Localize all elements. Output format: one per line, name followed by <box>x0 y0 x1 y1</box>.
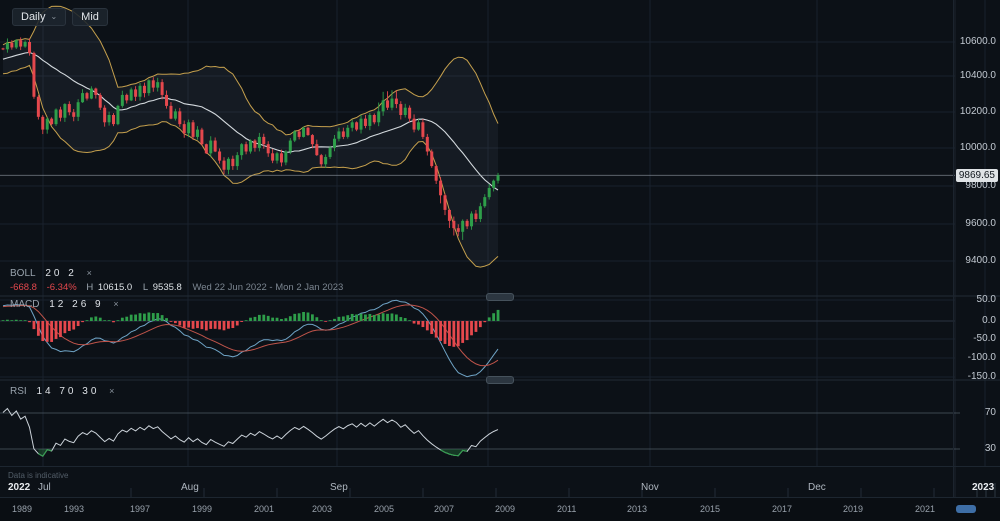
interval-label: Daily <box>21 11 46 23</box>
minimap-year-label: 1999 <box>192 504 213 514</box>
minimap-scrollbar[interactable]: 1989 1993 1997 1999 2001 2003 2005 2007 2009 2011… <box>0 497 1000 521</box>
boll-legend: BOLL 20 2 × -668.8 -6.34% H 10615.0 L 95… <box>10 266 343 295</box>
time-axis-label: Aug <box>181 482 199 493</box>
time-axis-label: Jul <box>38 482 51 493</box>
change-percent: -6.34% <box>46 282 77 293</box>
macd-label: MACD <box>10 299 40 310</box>
minimap-year-label: 2017 <box>772 504 793 514</box>
macd-axis-tick: -50.0 <box>973 333 996 344</box>
minimap-year-label: 2021 <box>915 504 936 514</box>
series-type-button[interactable]: Mid <box>72 8 108 26</box>
macd-histogram <box>1 309 500 347</box>
time-axis[interactable]: Data is indicative 2022 Jul Aug Sep Nov Dec 20… <box>0 466 1000 498</box>
macd-legend: MACD 12 26 9 × <box>10 297 119 312</box>
macd-signal-line <box>2 304 499 367</box>
boll-params: 20 2 <box>45 268 77 279</box>
minimap-year-label: 2011 <box>557 504 577 514</box>
interval-selector[interactable]: Daily ⌄ <box>12 8 67 26</box>
minimap-year-label: 2013 <box>627 504 648 514</box>
price-axis-tick: 9600.0 <box>965 218 996 229</box>
series-type-label: Mid <box>81 11 99 23</box>
minimap-year-label: 2005 <box>374 504 395 514</box>
price-axis-tick: 9800.0 <box>965 180 996 191</box>
minimap-year-label: 2003 <box>312 504 333 514</box>
price-axis-tick: 10600.0 <box>959 36 996 47</box>
price-axis-tick: 10000.0 <box>959 142 996 153</box>
price-axis-tick: 10200.0 <box>959 106 996 117</box>
rsi-legend: RSI 14 70 30 × <box>10 384 114 399</box>
scrollbar-thumb[interactable] <box>956 505 976 513</box>
change-value: -668.8 <box>10 282 37 293</box>
current-price-tag: 9869.65 <box>955 169 998 182</box>
rsi-axis-tick: 30 <box>984 443 996 454</box>
low-key: L <box>142 282 149 293</box>
minimap-year-label: 2009 <box>495 504 516 514</box>
boll-close-icon[interactable]: × <box>86 268 92 278</box>
minimap-year-label: 2015 <box>700 504 721 514</box>
rsi-pane <box>2 407 499 457</box>
high-key: H <box>86 282 94 293</box>
rsi-label: RSI <box>10 386 27 397</box>
time-axis-ticks <box>130 483 996 497</box>
macd-axis-tick: 50.0 <box>976 294 996 305</box>
time-axis-label: 2022 <box>8 482 31 493</box>
high-value: 10615.0 <box>97 282 133 293</box>
rsi-close-icon[interactable]: × <box>109 386 115 396</box>
macd-axis-tick: 0.0 <box>982 315 996 326</box>
minimap-year-label: 1997 <box>130 504 151 514</box>
price-axis-tick: 9400.0 <box>965 255 996 266</box>
macd-pane <box>2 299 499 378</box>
macd-axis-tick: -150.0 <box>967 371 996 382</box>
candlestick-series <box>1 37 500 240</box>
pane-divider-handle-macd[interactable] <box>486 293 514 301</box>
gridlines <box>0 0 1000 497</box>
minimap-year-label: 1993 <box>64 504 85 514</box>
time-axis-label: Nov <box>641 482 659 493</box>
time-axis-label: 2023 <box>972 482 995 493</box>
price-axis-tick: 10400.0 <box>959 70 996 81</box>
minimap-year-label: 1989 <box>12 504 33 514</box>
rsi-params: 14 70 30 <box>36 386 100 397</box>
data-indicative-note: Data is indicative <box>8 471 69 480</box>
date-range: Wed 22 Jun 2022 - Mon 2 Jan 2023 <box>192 282 344 293</box>
macd-params: 12 26 9 <box>49 299 104 310</box>
rsi-line <box>2 407 499 457</box>
macd-axis-tick: -100.0 <box>967 352 996 363</box>
chevron-down-icon: ⌄ <box>50 12 58 21</box>
macd-close-icon[interactable]: × <box>113 299 119 309</box>
rsi-axis-tick: 70 <box>984 407 996 418</box>
pane-divider-handle-rsi[interactable] <box>486 376 514 384</box>
minimap-year-label: 2001 <box>254 504 275 514</box>
minimap-year-label: 2019 <box>843 504 864 514</box>
boll-legend-values: -668.8 -6.34% H 10615.0 L 9535.8 Wed 22 … <box>10 281 343 295</box>
minimap-year-label: 2007 <box>434 504 455 514</box>
time-axis-label: Dec <box>808 482 826 493</box>
boll-legend-header: BOLL 20 2 × <box>10 266 343 281</box>
low-value: 9535.8 <box>152 282 182 293</box>
price-axis[interactable]: 9869.65 10600.0 10400.0 10200.0 10000.0 9800… <box>953 0 1000 497</box>
toolbar: Daily ⌄ Mid <box>12 8 108 26</box>
time-axis-label: Sep <box>330 482 348 493</box>
boll-label: BOLL <box>10 268 36 279</box>
